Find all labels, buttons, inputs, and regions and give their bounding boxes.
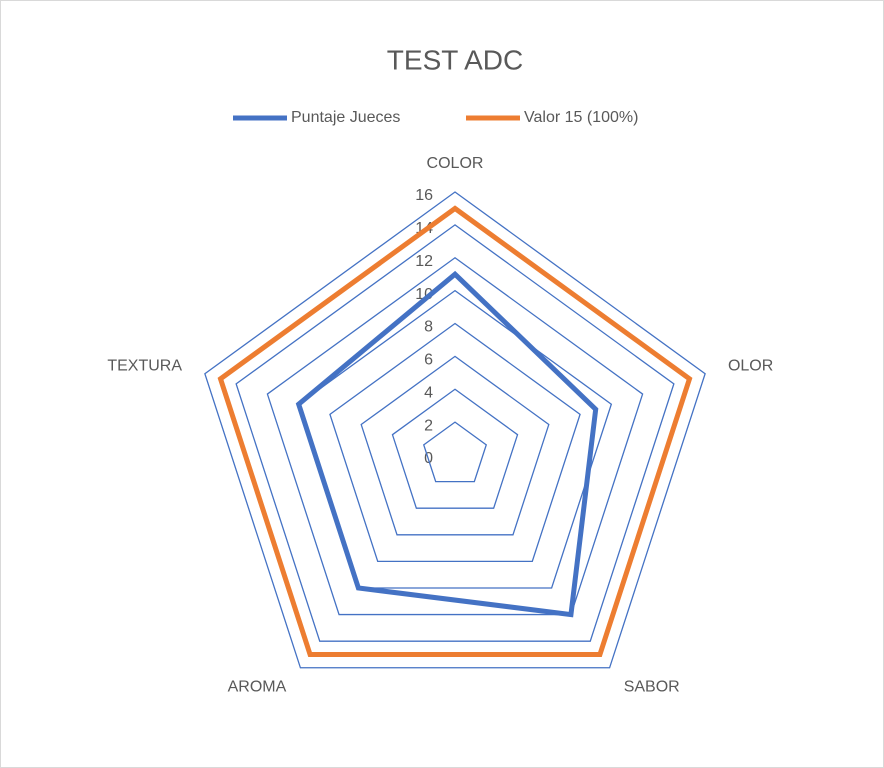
grid-ring	[422, 421, 488, 483]
chart-title: TEST ADC	[387, 44, 523, 75]
category-label: TEXTURA	[107, 358, 182, 375]
y-tick-label: 2	[424, 417, 433, 434]
grid-ring	[235, 224, 675, 642]
series-line	[295, 270, 599, 618]
category-label: COLOR	[427, 155, 484, 172]
grid-ring	[391, 388, 519, 509]
legend-label: Puntaje Jueces	[291, 109, 400, 126]
y-tick-label: 6	[424, 352, 433, 369]
category-label: SABOR	[624, 678, 680, 695]
legend-label: Valor 15 (100%)	[524, 109, 638, 126]
y-tick-label: 8	[424, 319, 433, 336]
grid-ring	[266, 256, 644, 616]
y-tick-label: 12	[415, 253, 433, 270]
category-label: OLOR	[728, 358, 773, 375]
grid-ring	[329, 322, 581, 563]
grid-ring	[204, 191, 706, 669]
y-tick-label: 16	[415, 187, 433, 204]
grid-ring	[360, 355, 550, 536]
y-tick-label: 4	[424, 384, 433, 401]
series-line	[217, 205, 693, 657]
category-label: AROMA	[228, 678, 287, 695]
